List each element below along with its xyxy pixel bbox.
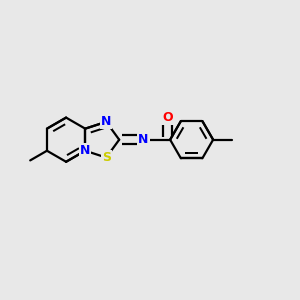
Text: O: O	[162, 112, 173, 124]
Text: N: N	[138, 133, 148, 146]
Text: N: N	[101, 115, 111, 128]
Text: N: N	[80, 144, 90, 157]
Text: S: S	[102, 151, 111, 164]
